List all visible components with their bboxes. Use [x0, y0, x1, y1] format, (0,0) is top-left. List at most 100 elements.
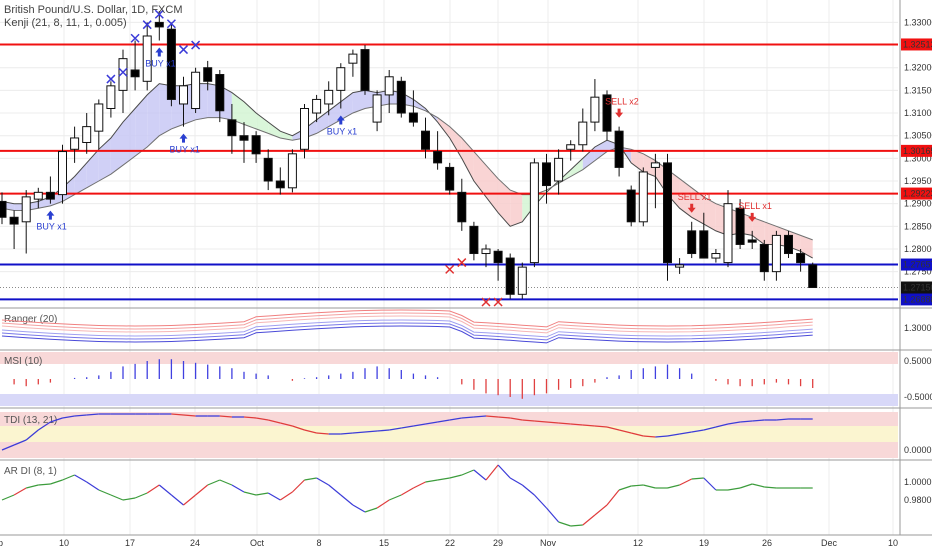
tdi-line: [546, 421, 559, 424]
candle-body: [687, 230, 697, 255]
ardi-line: [279, 491, 293, 501]
last-price-label: 1.27150: [903, 283, 932, 293]
cloud-segment: [135, 94, 148, 157]
y-tick-label: 1.31000: [904, 108, 932, 118]
buy-signal-label: BUY x1: [327, 127, 357, 137]
tdi-line: [86, 413, 99, 416]
candle-body: [650, 162, 660, 168]
tdi-line: [304, 429, 317, 434]
ardi-line: [570, 524, 583, 527]
ardi-line: [110, 494, 124, 501]
sell-signal-label: SELL x2: [605, 97, 639, 107]
cloud-segment: [231, 92, 244, 125]
x-mark: [191, 40, 201, 50]
ardi-line: [691, 477, 704, 480]
ranger-line: [1, 309, 813, 328]
ardi-line: [667, 484, 680, 489]
ardi-line: [388, 494, 402, 501]
x-mark: [106, 74, 116, 84]
candle-body: [251, 135, 261, 155]
ardi-line: [134, 492, 148, 499]
cloud-segment: [703, 196, 716, 231]
tdi-line: [316, 432, 329, 435]
candle-body: [166, 28, 176, 100]
cloud-segment: [473, 151, 486, 197]
candle-body: [203, 67, 213, 82]
ardi-line: [50, 479, 63, 485]
ardi-y-tick: 0.9800: [904, 495, 932, 505]
buy-arrow-icon: [46, 210, 55, 220]
x-mark: [178, 45, 189, 55]
x-tick-label: Dec: [821, 538, 838, 548]
ardi-line: [231, 484, 245, 493]
ardi-line: [62, 474, 75, 481]
tdi-line: [740, 420, 753, 423]
candle-body: [505, 257, 515, 295]
cloud-segment: [340, 92, 353, 120]
candle-body: [808, 264, 818, 289]
ranger-line: [1, 315, 813, 334]
ardi-line: [158, 484, 172, 496]
candle-body: [590, 96, 600, 123]
candle-body: [336, 67, 346, 91]
ardi-line: [267, 492, 281, 501]
candle-body: [0, 200, 7, 218]
msi-upper-band: [0, 352, 898, 364]
candle-body: [469, 225, 479, 255]
candle-body: [312, 98, 322, 114]
tdi-line: [268, 419, 281, 424]
candle-body: [711, 253, 721, 259]
tdi-line: [1, 444, 15, 451]
sell-arrow-icon: [748, 212, 757, 222]
ardi-line: [679, 478, 692, 486]
y-tick-label: 1.30500: [904, 131, 932, 141]
x-tick-label: 12: [633, 538, 643, 548]
ardi-line: [497, 464, 511, 479]
candle-body: [263, 157, 273, 182]
ardi-line: [38, 483, 51, 486]
tdi-line: [655, 435, 668, 438]
candle-body: [554, 157, 564, 182]
ardi-line: [13, 487, 27, 496]
msi-lower-band: [0, 394, 898, 406]
price-line-label: 1.32513: [903, 39, 932, 49]
candle-body: [626, 189, 636, 223]
tdi-lower-band: [0, 442, 898, 458]
tdi-line: [776, 418, 789, 421]
ardi-line: [631, 484, 644, 487]
cloud-segment: [582, 147, 595, 170]
ranger-label: Ranger (20): [4, 314, 57, 325]
candle-body: [542, 162, 551, 187]
tdi-line: [50, 417, 63, 423]
x-mark: [445, 264, 455, 274]
tdi-line: [558, 422, 571, 425]
candle-body: [275, 180, 285, 189]
tdi-line: [667, 433, 680, 437]
ardi-line: [752, 483, 765, 488]
candle-body: [578, 121, 588, 146]
tdi-line: [37, 421, 51, 431]
tdi-line: [691, 429, 704, 433]
ardi-line: [183, 494, 196, 506]
ardi-line: [340, 494, 354, 506]
candle-body: [421, 130, 430, 150]
ardi-line: [437, 477, 450, 481]
candle-body: [300, 108, 309, 150]
cloud-segment: [607, 140, 620, 152]
cloud-segment: [38, 196, 51, 209]
ardi-line: [74, 474, 88, 483]
candle-body: [360, 49, 370, 91]
tdi-line: [437, 419, 450, 423]
candle-body: [191, 71, 201, 110]
tdi-mid-band: [0, 426, 898, 442]
cloud-segment: [800, 235, 813, 259]
candle-body: [445, 166, 455, 191]
tdi-line: [292, 425, 305, 431]
indicator-label: Kenji (21, 8, 11, 1, 0.005): [4, 17, 127, 29]
cloud-segment: [98, 137, 111, 182]
x-tick-label: Nov: [540, 538, 557, 548]
tdi-line: [703, 426, 717, 431]
candle-body: [566, 144, 576, 150]
price-line-tag: [901, 258, 932, 271]
